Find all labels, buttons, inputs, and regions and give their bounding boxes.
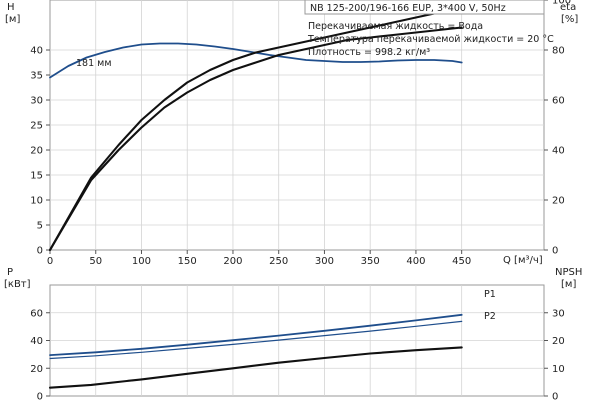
bot-right-tick-label: 0 [552,392,558,400]
top-right-tick-label: 60 [552,96,565,107]
npsh-axis-label-symbol: NPSH [555,267,582,278]
bot-right-tick-label: 10 [552,364,565,375]
bottom-curves [48,313,463,389]
bot-right-tick-label: 30 [552,308,565,319]
h-axis-label-unit: [м] [5,14,20,25]
bot-left-tick-label: 20 [30,364,43,375]
bot-curve-p2 [49,320,463,360]
bot-curve-series-2 [48,346,463,389]
bottom-panel: 0 20 40 60 0 10 20 30 P [кВт] NPSH [м] P1 P2 [4,267,582,400]
info-box: NB 125-200/196-166 EUP, 3*400 V, 50Hz Пе… [304,0,554,58]
series-label-p1: P1 [484,289,496,300]
top-x-tick-label: 250 [269,256,288,267]
npsh-axis-label-unit: [м] [561,279,576,290]
top-curves [48,8,463,252]
top-curve-series-1 [48,8,463,252]
top-right-tick-label: 0 [552,246,558,257]
impeller-diameter-annotation: 181 мм [76,58,112,69]
top-left-tick-label: 30 [30,96,43,107]
top-left-tick-label: 35 [30,71,43,82]
eta-axis-label-unit: [%] [561,14,578,25]
top-curve-series-2 [48,26,463,252]
top-x-tick-label: 450 [452,256,471,267]
q-axis-label: Q [м³/ч] [503,255,543,266]
top-x-tick-label: 150 [178,256,197,267]
bottom-grid [50,285,544,396]
top-right-tick-label: 40 [552,146,565,157]
top-x-tick-label: 0 [47,256,53,267]
top-left-tick-label: 15 [30,171,43,182]
h-axis-label-symbol: H [7,2,15,13]
top-right-tick-label: 20 [552,196,565,207]
bot-left-tick-label: 40 [30,336,43,347]
top-left-tick-label: 25 [30,121,43,132]
series-label-p2: P2 [484,311,496,322]
bot-right-tick-label: 20 [552,336,565,347]
info-line-temperature: Температура перекачиваемой жидкости = 20… [307,34,554,45]
p-axis-label-unit: [кВт] [4,279,31,290]
chart-title: NB 125-200/196-166 EUP, 3*400 V, 50Hz [310,3,506,14]
info-box-frame [304,0,545,15]
p-axis-label-symbol: P [7,267,13,278]
top-left-tick-label: 10 [30,196,43,207]
bot-left-tick-label: 0 [37,392,43,400]
top-x-tick-label: 200 [223,256,242,267]
top-left-tick-label: 20 [30,146,43,157]
top-x-tick-label: 350 [361,256,380,267]
top-x-tick-label: 400 [406,256,425,267]
bottom-ticks: 0 20 40 60 0 10 20 30 [30,308,564,400]
top-x-tick-label: 100 [132,256,151,267]
top-left-tick-label: 5 [37,221,43,232]
top-curve-series-0 [49,42,463,79]
bot-curve-p1 [49,313,463,356]
top-x-tick-label: 50 [89,256,102,267]
bot-left-tick-label: 60 [30,308,43,319]
info-line-liquid: Перекачиваемая жидкость = Вода [308,21,483,32]
top-x-tick-label: 300 [315,256,334,267]
top-right-tick-label: 80 [552,46,565,57]
eta-axis-label-symbol: eta [560,2,576,13]
top-left-tick-label: 40 [30,46,43,57]
top-left-tick-label: 0 [37,246,43,257]
info-line-density: Плотность = 998.2 кг/м³ [308,47,430,58]
top-right-tick-label: 100 [552,0,571,7]
